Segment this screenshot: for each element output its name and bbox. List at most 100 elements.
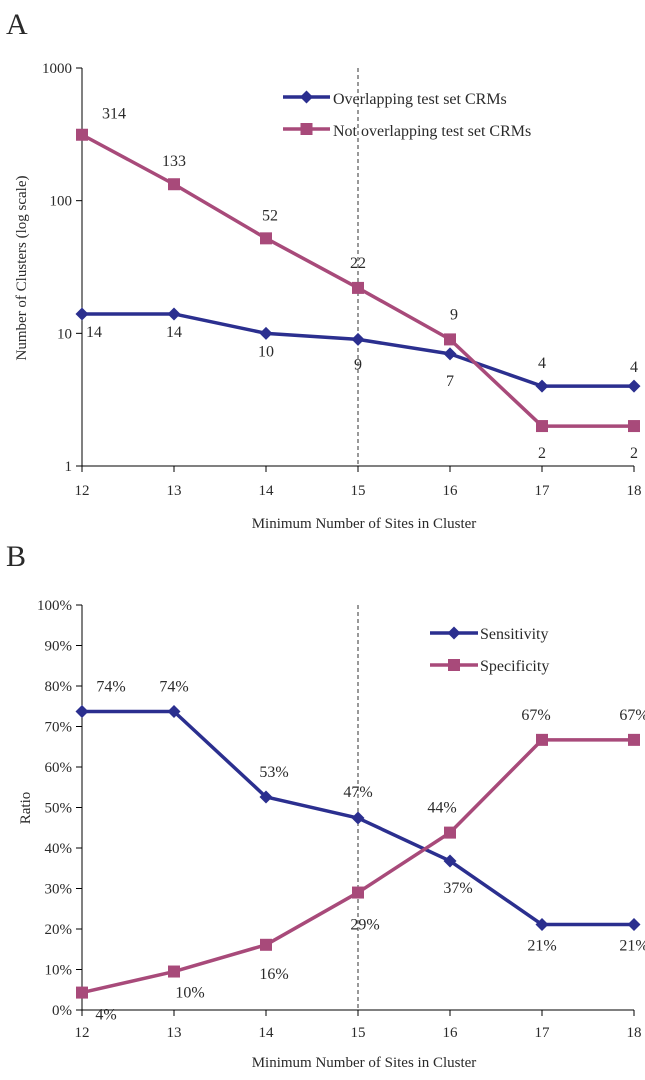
panel-b-letter: B [6,540,26,573]
panel-a-series-2-point [536,420,548,433]
panel-a-series-2-point [444,333,456,346]
panel-b-series-1-data-label: 74% [96,679,125,696]
panel-b-y-axis-label: Ratio [18,792,34,825]
panel-a-x-tick-label: 14 [259,483,275,499]
panel-a-series-1-point [351,332,365,346]
panel-b-x-tick-label: 16 [443,1025,459,1041]
panel-b-series-2-data-label: 4% [95,1007,116,1024]
panel-b-y-tick-label: 50% [45,801,73,817]
panel-a-letter: A [6,8,28,41]
panel-a-series-2-point [168,178,180,191]
panel-a-x-tick-label: 18 [627,483,642,499]
panel-a: A Minimum Number of Sites in Cluster Num… [6,8,642,532]
panel-b-series-1-point [443,854,457,868]
panel-b-series-2-point [168,965,180,978]
panel-a-x-tick-label: 12 [75,483,90,499]
panel-a-series-1-data-label: 14 [166,324,182,341]
panel-a-series-1-data-label: 7 [446,373,454,390]
panel-a-series-2-data-label: 133 [162,153,186,170]
panel-b-y-tick-label: 30% [45,882,73,898]
panel-b-y-tick-label: 10% [45,963,73,979]
panel-b-series-1-data-label: 21% [527,938,556,955]
panel-a-series-1-point [535,379,549,393]
panel-b-series-1-point [351,811,365,825]
panel-a-series-2-point [352,281,364,294]
panel-a-series-1-data-label: 4 [630,359,638,376]
panel-b-series-2-data-label: 10% [175,985,204,1002]
panel-b-series-1-data-label: 74% [159,679,188,696]
panel-b-y-tick-label: 60% [45,760,73,776]
panel-b-series-2-point [352,886,364,899]
panel-a-x-tick-label: 13 [167,483,182,499]
panel-a-legend-swatch-marker-2 [300,123,313,135]
panel-b-series-2-point [444,826,456,839]
panel-a-legend-swatch-marker-1 [300,90,313,104]
panel-a-series-1-data-label: 10 [258,343,274,360]
panel-b-y-tick-label: 100% [37,598,72,614]
panel-b-series-2-point [260,938,272,951]
panel-a-y-tick-label: 1 [65,459,73,475]
panel-a-series-1-point [167,307,181,321]
panel-b-series-1-data-label: 47% [343,784,372,801]
panel-a-x-tick-label: 15 [351,483,366,499]
panel-b-series-1-point [535,918,549,932]
panel-b-x-axis-label: Minimum Number of Sites in Cluster [252,1055,477,1071]
panel-a-series-1-point [259,326,273,340]
panel-a-series-2-data-label: 22 [350,255,366,272]
panel-a-y-tick-label: 1000 [42,61,72,77]
panel-a-series-1-point [627,379,641,393]
panel-b-series-2-data-label: 29% [350,917,379,934]
panel-b-series-2-point [628,733,640,746]
panel-b-legend-label-sensitivity: Sensitivity [480,626,548,643]
panel-b-series-2-point [76,986,88,999]
panel-a-series-1-data-label: 4 [538,355,546,372]
panel-a-legend: Overlapping test set CRMs Not overlappin… [283,90,531,140]
panel-b-y-tick-label: 80% [45,679,73,695]
panel-b-legend-swatch-marker-1 [447,626,461,640]
panel-b-series-1-data-label: 21% [619,938,645,955]
panel-b-y-tick-label: 20% [45,922,73,938]
panel-a-x-axis-label: Minimum Number of Sites in Cluster [252,516,477,532]
panel-a-series-2-point [76,128,88,141]
panel-b: B Minimum Number of Sites in Cluster Rat… [6,540,645,1071]
panel-a-y-axis-label: Number of Clusters (log scale) [14,176,30,361]
panel-b-series-2-data-label: 44% [427,800,456,817]
panel-b-series-1-point [627,918,641,932]
panel-a-series-2-data-label: 2 [538,445,546,462]
panel-a-series-2-point [628,420,640,433]
panel-a-series-2-data-label: 9 [450,306,458,323]
panel-b-legend: Sensitivity Specificity [430,626,549,675]
panel-b-x-tick-label: 14 [259,1025,275,1041]
panel-a-series-1-point [443,347,457,361]
panel-b-y-tick-label: 0% [52,1003,72,1019]
panel-b-series-2-point [536,733,548,746]
panel-b-y-tick-label: 70% [45,720,73,736]
panel-a-x-tick-label: 16 [443,483,459,499]
panel-b-y-tick-label: 40% [45,841,73,857]
panel-a-y-tick-label: 10 [57,326,72,342]
panel-a-series-2-point [260,232,272,245]
panel-a-legend-label-not-overlapping: Not overlapping test set CRMs [333,123,531,140]
panel-b-x-tick-label: 17 [535,1025,551,1041]
panel-b-legend-label-specificity: Specificity [480,658,549,675]
panel-a-y-tick-label: 100 [50,194,73,210]
panel-b-x-tick-label: 12 [75,1025,90,1041]
panel-b-series-2-data-label: 67% [619,707,645,724]
panel-b-series-1-data-label: 53% [259,764,288,781]
panel-a-legend-label-overlapping: Overlapping test set CRMs [333,91,507,108]
panel-a-series-2-data-label: 52 [262,207,278,224]
panel-a-series-1-point [75,307,89,321]
panel-b-legend-swatch-marker-2 [448,659,460,671]
panel-b-series-2-data-label: 16% [259,966,288,983]
panel-b-series-1-point [259,790,273,804]
panel-a-series-1-data-label: 14 [86,324,102,341]
panel-b-series-1-data-label: 37% [443,880,472,897]
panel-b-x-tick-label: 15 [351,1025,366,1041]
panel-b-x-tick-label: 13 [167,1025,182,1041]
panel-b-y-tick-label: 90% [45,639,73,655]
panel-b-series-2-data-label: 67% [521,707,550,724]
panel-b-series-1-point [75,705,89,719]
panel-b-series-1-point [167,705,181,719]
